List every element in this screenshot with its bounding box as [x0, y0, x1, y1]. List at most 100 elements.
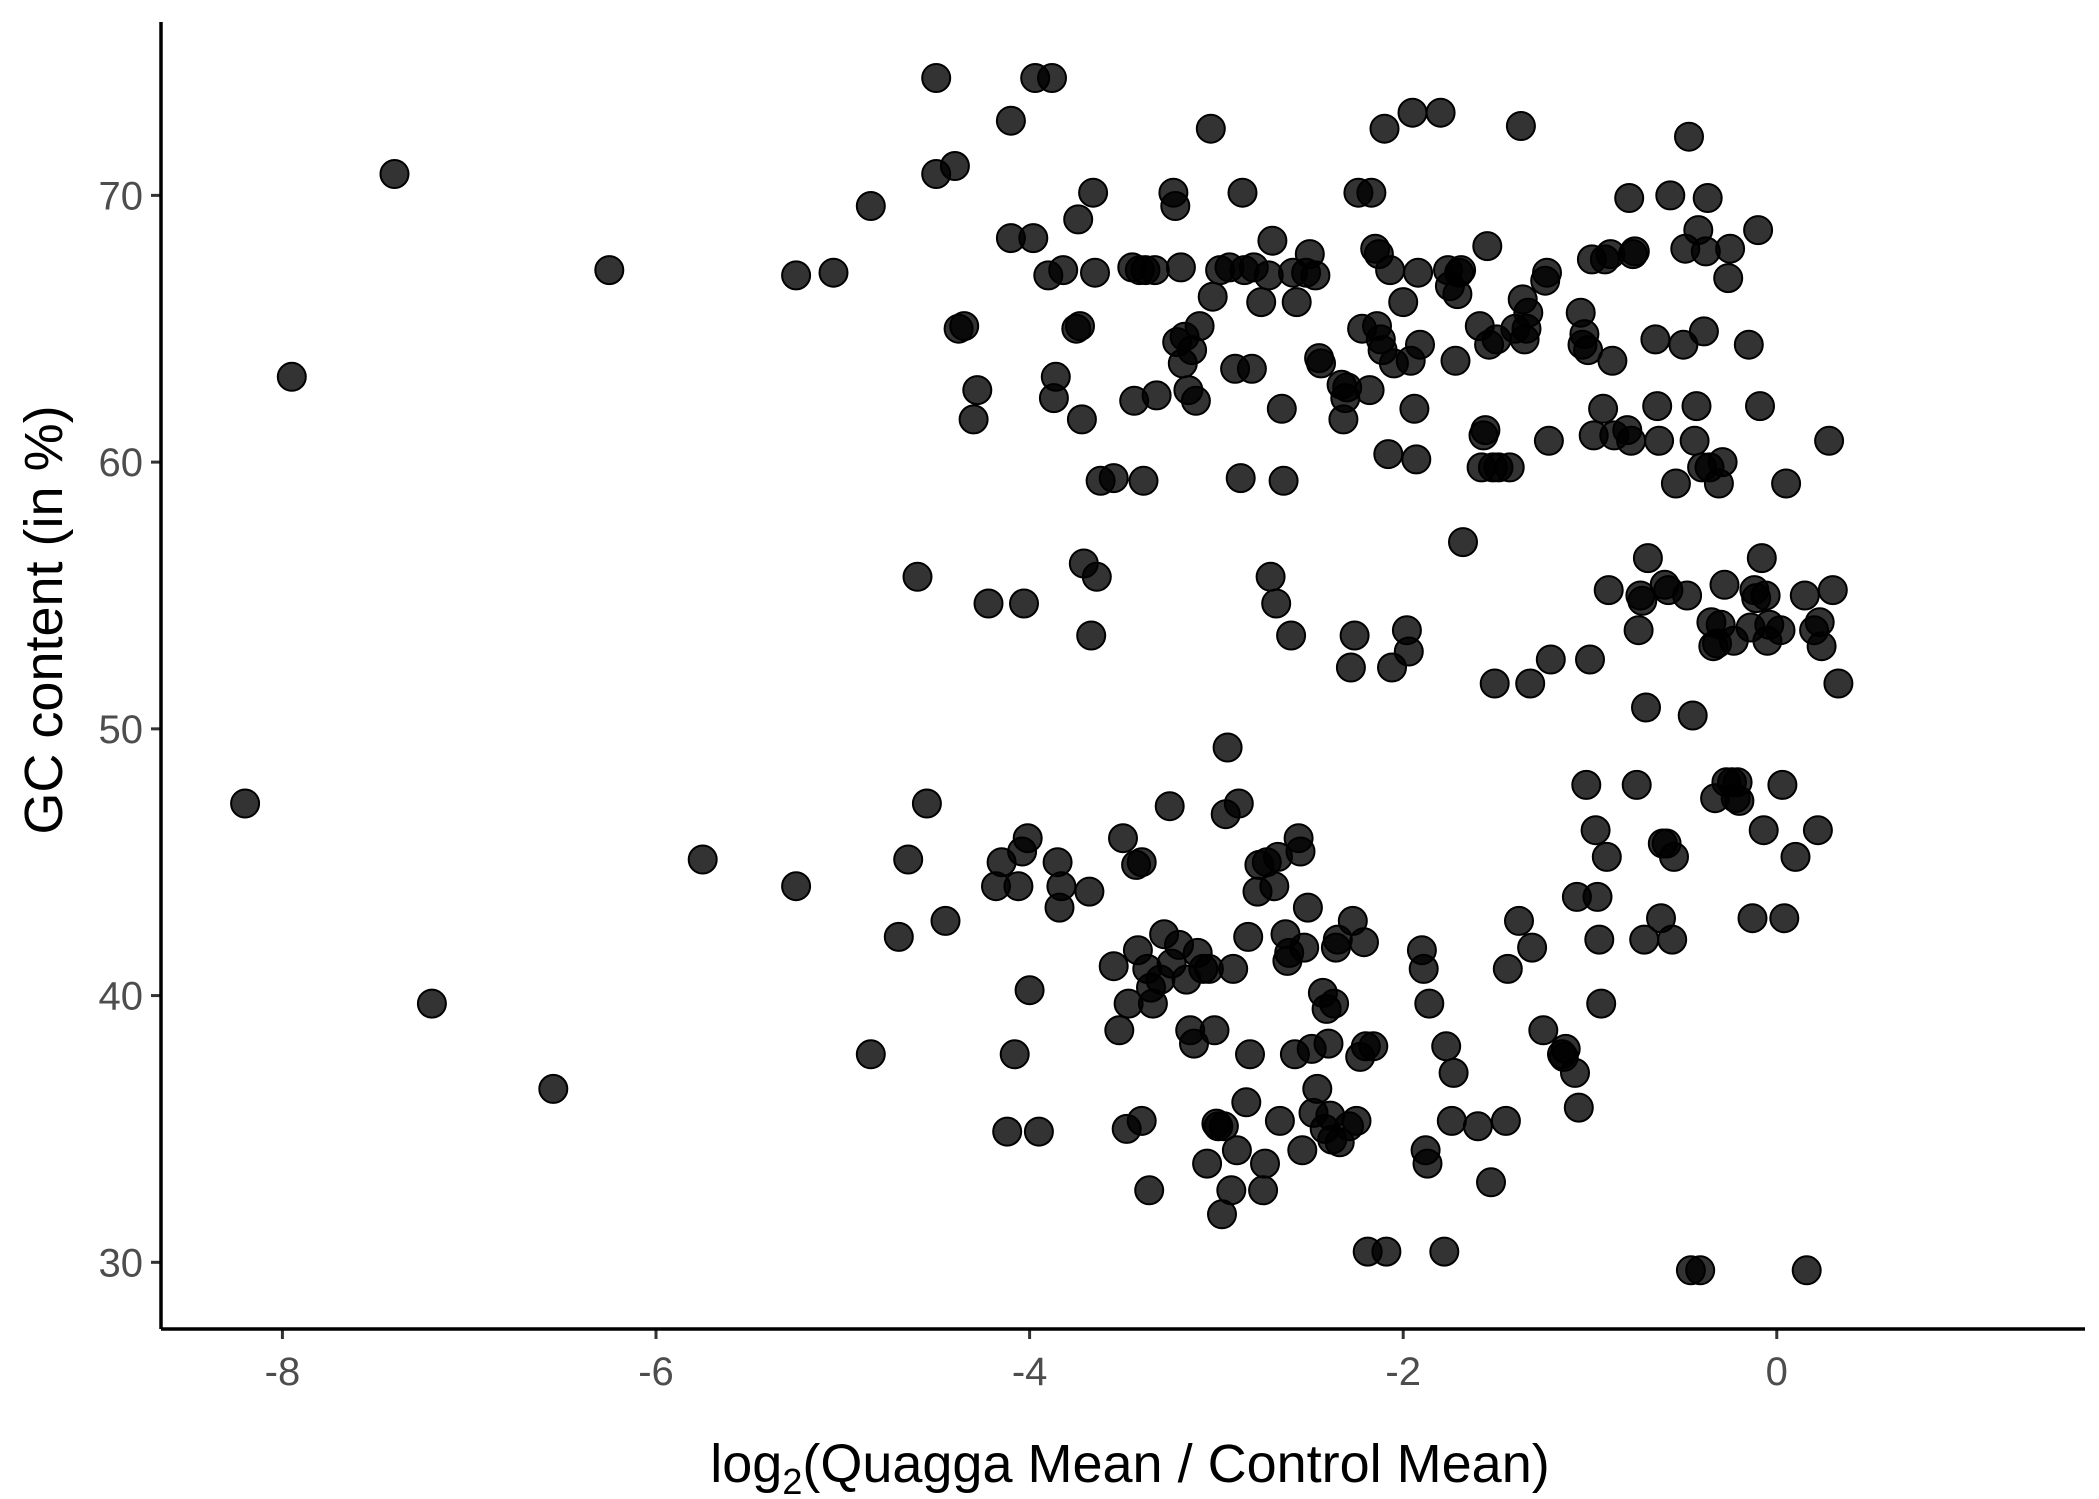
x-axis-ticks: -8 -6 -4 -2 0: [265, 1329, 1788, 1394]
data-point: [1462, 1111, 1493, 1142]
data-point: [1490, 1105, 1521, 1136]
data-point: [1642, 391, 1673, 422]
y-tick-label: 60: [99, 441, 144, 485]
data-point: [1139, 255, 1170, 286]
data-point: [1425, 97, 1456, 128]
data-point: [1644, 425, 1675, 456]
data-point: [1195, 113, 1226, 144]
data-point: [1128, 465, 1159, 496]
data-point: [939, 151, 970, 181]
data-point: [1221, 1135, 1252, 1166]
data-point: [902, 561, 933, 592]
data-point: [1225, 463, 1256, 494]
data-point: [1287, 1135, 1318, 1166]
data-point: [1492, 953, 1523, 984]
data-point: [1403, 257, 1434, 288]
data-point: [1339, 620, 1370, 651]
data-point: [1685, 1255, 1716, 1286]
data-point: [1180, 385, 1211, 416]
data-point: [1216, 1175, 1247, 1206]
data-point: [1154, 791, 1185, 822]
data-point: [1709, 569, 1740, 600]
data-point: [1065, 311, 1095, 342]
data-point: [1126, 847, 1157, 878]
data-point: [962, 375, 993, 406]
data-point: [1306, 348, 1336, 379]
data-point: [1160, 191, 1191, 221]
data-point: [893, 844, 924, 875]
data-point: [1259, 871, 1290, 902]
data-point: [781, 260, 812, 291]
data-point: [1505, 111, 1536, 141]
data-point: [1397, 97, 1428, 128]
data-point: [1616, 425, 1647, 456]
data-point: [1802, 815, 1833, 846]
data-point: [1745, 391, 1775, 422]
data-point: [1300, 260, 1331, 291]
data-point: [1440, 345, 1471, 376]
data-point: [1134, 1175, 1165, 1206]
data-point: [1657, 924, 1688, 955]
data-point: [958, 404, 989, 435]
data-point: [1313, 1028, 1344, 1059]
data-point: [883, 921, 914, 952]
data-point: [1227, 177, 1258, 208]
data-point: [1436, 1105, 1467, 1136]
data-point: [1197, 281, 1228, 312]
data-point: [1066, 404, 1097, 435]
data-point: [911, 788, 942, 819]
data-point: [1248, 1175, 1279, 1206]
data-point: [1591, 841, 1622, 872]
data-point: [276, 361, 307, 392]
data-point: [1470, 415, 1501, 446]
data-point: [1632, 543, 1663, 574]
data-point: [1040, 361, 1071, 392]
data-point: [1431, 1031, 1462, 1062]
data-point: [1806, 631, 1837, 662]
data-point: [1655, 180, 1686, 211]
data-point: [594, 255, 625, 286]
data-point: [1405, 329, 1435, 360]
data-point: [1597, 345, 1628, 376]
data-point: [1621, 769, 1652, 800]
data-point: [1373, 439, 1404, 470]
data-point: [1593, 575, 1624, 606]
data-point: [1660, 468, 1691, 499]
data-point: [1208, 1111, 1239, 1142]
data-point: [1789, 580, 1820, 611]
data-point: [1679, 425, 1710, 456]
data-point: [1037, 63, 1067, 93]
data-point: [1399, 393, 1430, 424]
data-point: [1250, 1148, 1280, 1179]
data-point: [1014, 975, 1045, 1006]
data-point: [1268, 465, 1299, 496]
data-point: [230, 788, 261, 819]
data-point: [1494, 452, 1525, 483]
data-point: [1580, 815, 1611, 846]
data-point: [1266, 393, 1297, 424]
y-tick-label: 50: [99, 708, 144, 752]
data-point: [1814, 425, 1845, 456]
data-point: [1692, 183, 1723, 213]
data-point: [416, 988, 447, 1019]
data-point: [1281, 287, 1312, 318]
data-point: [1791, 1255, 1822, 1286]
data-point: [1619, 236, 1650, 267]
data-point: [1688, 316, 1719, 347]
data-point: [538, 1073, 569, 1104]
data-point: [855, 191, 886, 221]
data-point: [1513, 297, 1544, 328]
data-point: [1104, 1015, 1135, 1046]
data-point: [1369, 113, 1400, 144]
data-point: [1586, 988, 1617, 1019]
data-point: [1448, 527, 1478, 558]
data-point: [1261, 588, 1292, 619]
data-point: [1358, 1031, 1389, 1062]
y-tick-label: 70: [99, 174, 144, 218]
data-point: [1713, 263, 1744, 294]
data-point: [1614, 183, 1645, 213]
data-point: [1532, 257, 1562, 288]
data-point: [1018, 223, 1049, 254]
data-point: [1292, 892, 1323, 923]
data-point: [1823, 668, 1854, 699]
